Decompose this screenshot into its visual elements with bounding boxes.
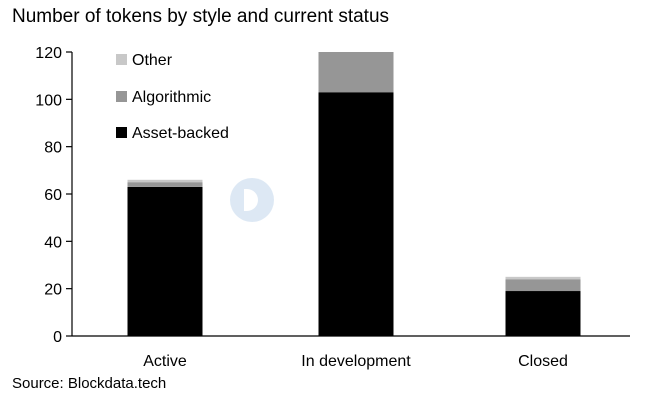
- legend-label-algorithmic: Algorithmic: [132, 89, 211, 106]
- bar-algorithmic-in-development: [318, 52, 394, 93]
- y-tick-label: 60: [44, 187, 62, 204]
- bar-asset-backed-active: [127, 186, 203, 336]
- chart-title: Number of tokens by style and current st…: [12, 6, 390, 27]
- legend-label-asset-backed: Asset-backed: [132, 125, 229, 142]
- y-tick-label: 0: [53, 329, 62, 346]
- bar-asset-backed-closed: [505, 291, 581, 336]
- x-tick-label: Active: [143, 353, 187, 370]
- y-tick-label: 120: [35, 45, 62, 62]
- bar-asset-backed-in-development: [318, 92, 394, 336]
- y-tick-label: 20: [44, 282, 62, 299]
- legend-swatch-asset-backed: [116, 127, 127, 138]
- y-tick-label: 80: [44, 140, 62, 157]
- bar-algorithmic-closed: [505, 279, 581, 292]
- source-note: Source: Blockdata.tech: [12, 375, 167, 392]
- y-tick-label: 40: [44, 234, 62, 251]
- x-tick-label: In development: [301, 353, 411, 370]
- legend-swatch-algorithmic: [116, 91, 127, 102]
- bar-other-closed: [505, 276, 581, 280]
- bar-algorithmic-active: [127, 182, 203, 187]
- legend-swatch-other: [116, 54, 127, 65]
- bar-other-active: [127, 179, 203, 183]
- y-tick-label: 100: [35, 92, 62, 109]
- x-tick-label: Closed: [518, 353, 568, 370]
- legend-label-other: Other: [132, 52, 173, 69]
